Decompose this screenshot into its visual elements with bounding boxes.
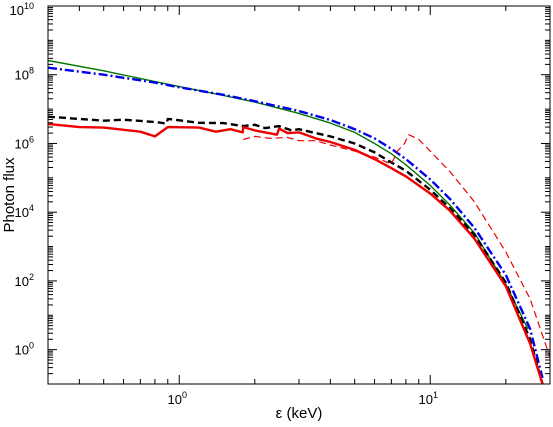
y-tick-label: 1010 (10, 1, 34, 18)
series-line-4 (48, 122, 544, 384)
x-tick-label: 100 (168, 390, 187, 407)
series-line-3 (48, 115, 544, 384)
plot-frame (47, 5, 551, 385)
x-axis-title: ε (keV) (276, 405, 323, 422)
series-line-5 (243, 134, 550, 360)
series-line-2 (48, 66, 544, 379)
tick-layer: 100 101 100 102 104 106 108 1010 (10, 1, 551, 407)
series-layer (48, 59, 550, 384)
x-tick-label: 101 (419, 390, 438, 407)
y-axis-title: Photon flux (1, 157, 18, 233)
y-tick-label: 100 (15, 341, 34, 358)
y-tick-label: 108 (15, 66, 34, 83)
series-group (48, 59, 550, 384)
plot-area (48, 6, 550, 384)
y-tick-label: 106 (15, 134, 34, 151)
y-tick-label: 104 (15, 203, 34, 220)
y-tick-label: 102 (15, 272, 34, 289)
